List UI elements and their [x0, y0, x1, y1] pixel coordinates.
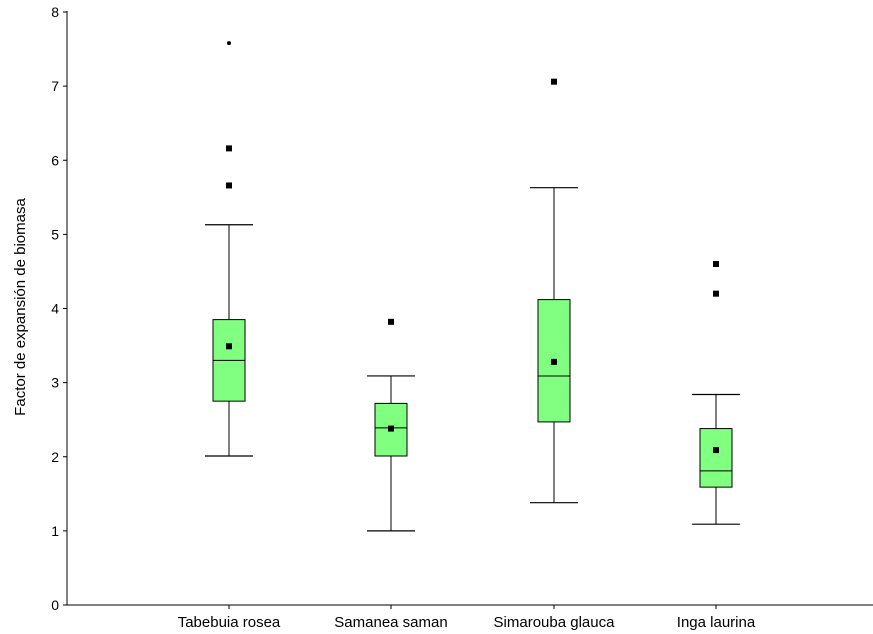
y-tick-label: 1 — [51, 523, 59, 539]
box-group — [205, 41, 253, 457]
outlier-point — [226, 145, 232, 152]
box-group — [367, 318, 415, 532]
mean-marker — [551, 358, 557, 365]
mean-marker — [388, 425, 394, 432]
x-tick-label: Simarouba glauca — [494, 614, 616, 631]
y-tick-label: 7 — [51, 78, 59, 94]
x-ticks: Tabebuia rosea Samanea saman Simarouba gla… — [178, 605, 756, 631]
y-tick-label: 8 — [51, 4, 59, 20]
outlier-point — [713, 290, 719, 297]
box-group — [530, 78, 578, 504]
extreme-point — [227, 41, 231, 46]
boxes — [205, 41, 740, 532]
outlier-point — [713, 261, 719, 268]
mean-marker — [226, 343, 232, 350]
y-ticks: 0 1 2 3 4 5 6 7 8 — [51, 4, 67, 613]
x-tick-label: Tabebuia rosea — [178, 614, 281, 631]
box — [699, 428, 733, 488]
y-tick-label: 2 — [51, 449, 59, 465]
y-axis-label: Factor de expansión de biomasa — [12, 198, 29, 416]
y-tick-label: 0 — [51, 597, 59, 613]
outlier-point — [551, 78, 557, 85]
y-tick-label: 3 — [51, 375, 59, 391]
x-tick-label: Samanea saman — [334, 614, 447, 631]
box-group — [692, 261, 740, 525]
outlier-point — [226, 182, 232, 189]
y-tick-label: 4 — [51, 301, 59, 317]
y-tick-label: 6 — [51, 152, 59, 168]
mean-marker — [713, 447, 719, 454]
x-tick-label: Inga laurina — [677, 614, 756, 631]
axes — [66, 11, 873, 606]
outlier-point — [388, 318, 394, 325]
y-tick-label: 5 — [51, 226, 59, 242]
